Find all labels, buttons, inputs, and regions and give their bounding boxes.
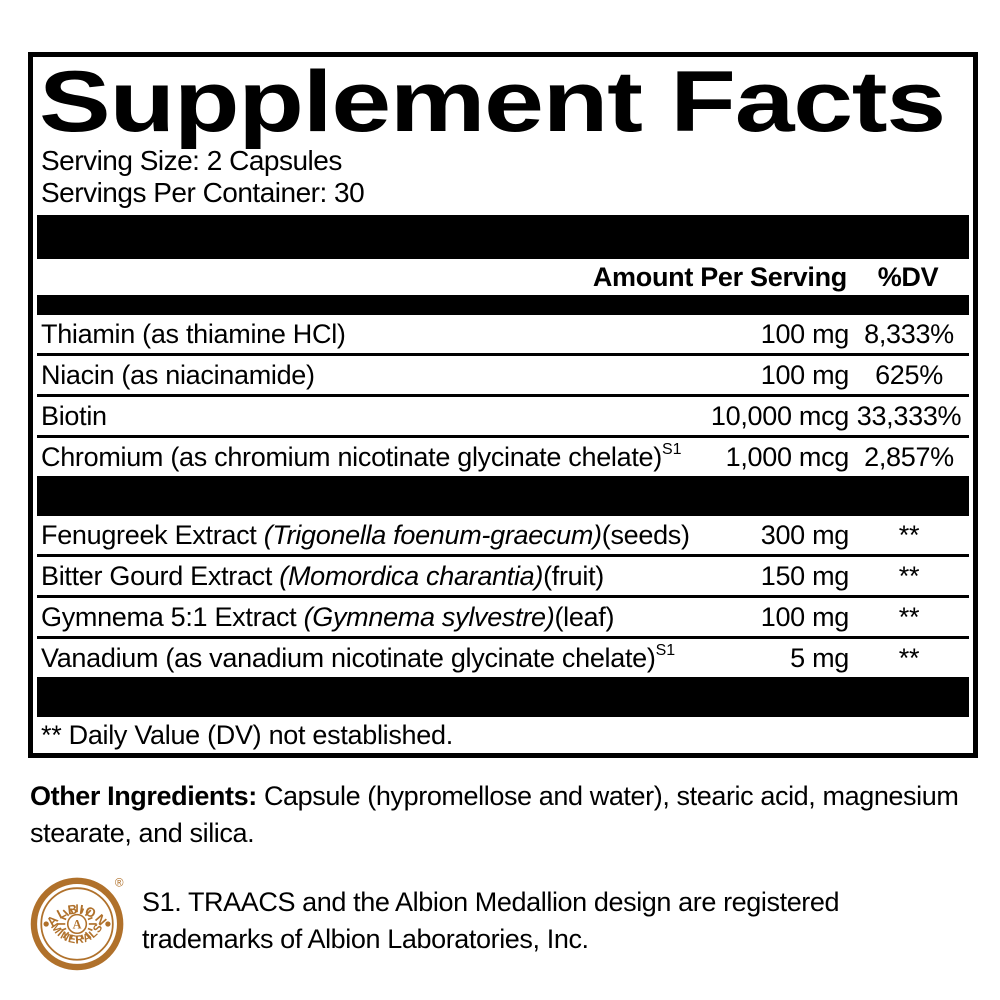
divider-bar-bottom <box>37 677 969 717</box>
row-separator <box>37 636 969 639</box>
row-separator <box>37 435 969 438</box>
albion-minerals-logo: ALBION MINERALS A ® <box>30 877 124 971</box>
panel-title: Supplement Facts <box>39 54 946 150</box>
nutrient-dv: ** <box>898 642 920 673</box>
plant-part: (seeds) <box>601 519 690 550</box>
registered-trademark-icon: ® <box>115 877 124 890</box>
nutrient-row-niacin: Niacin (as niacinamide) 100 mg 625% <box>33 356 973 394</box>
plant-part: (fruit) <box>543 560 604 591</box>
amount-per-serving-header: Amount Per Serving <box>592 261 847 292</box>
nutrient-amount: 1,000 mcg <box>725 441 850 472</box>
nutrient-dv: ** <box>898 519 920 550</box>
nutrient-name-text: Niacin (as niacinamide) <box>41 359 315 390</box>
nutrient-name-text: Chromium (as chromium nicotinate glycina… <box>41 441 662 472</box>
other-ingredients: Other Ingredients: Capsule (hypromellose… <box>30 778 978 852</box>
trademark-row: ALBION MINERALS A ® S1. TRAACS and the A… <box>30 872 1000 972</box>
plant-part: (leaf) <box>554 601 615 632</box>
footnote-marker-s1: S1 <box>655 641 676 659</box>
nutrient-row-gymnema: Gymnema 5:1 Extract (Gymnema sylvestre)(… <box>33 598 973 636</box>
nutrient-name: Biotin <box>41 401 711 432</box>
serving-size: Serving Size: 2 Capsules <box>41 145 342 176</box>
nutrient-row-chromium: Chromium (as chromium nicotinate glycina… <box>33 438 973 476</box>
botanical-name: (Trigonella foenum-graecum) <box>263 519 602 550</box>
logo-inner-ring <box>40 887 114 961</box>
nutrient-dv: 625% <box>875 359 943 390</box>
nutrient-name: Vanadium (as vanadium nicotinate glycina… <box>41 641 790 674</box>
nutrient-amount: 5 mg <box>790 642 849 673</box>
nutrient-row-bitter-gourd: Bitter Gourd Extract (Momordica charanti… <box>33 557 973 595</box>
nutrient-amount: 100 mg <box>760 359 850 390</box>
nutrient-dv: ** <box>898 560 920 591</box>
logo-monogram: A <box>73 917 82 931</box>
trademark-line-1: S1. TRAACS and the Albion Medallion desi… <box>142 887 840 917</box>
botanical-name: (Gymnema sylvestre) <box>303 601 555 632</box>
supplement-facts-panel: Supplement Facts Serving Size: 2 Capsule… <box>28 52 978 758</box>
nutrient-amount: 100 mg <box>760 318 850 349</box>
nutrient-name-text: Gymnema 5:1 Extract <box>41 601 304 632</box>
nutrient-name: Fenugreek Extract (Trigonella foenum-gra… <box>41 520 761 551</box>
nutrient-row-thiamin: Thiamin (as thiamine HCl) 100 mg 8,333% <box>33 315 973 353</box>
nutrient-name-text: Thiamin (as thiamine HCl) <box>41 318 346 349</box>
nutrient-row-fenugreek: Fenugreek Extract (Trigonella foenum-gra… <box>33 516 973 554</box>
row-separator <box>37 595 969 598</box>
nutrient-name: Gymnema 5:1 Extract (Gymnema sylvestre)(… <box>41 602 761 633</box>
divider-bar-header <box>37 295 969 315</box>
trademark-line-2: trademarks of Albion Laboratories, Inc. <box>142 924 589 954</box>
nutrient-dv: 2,857% <box>864 441 954 472</box>
logo-monogram-ring <box>66 913 88 935</box>
other-ingredients-label: Other Ingredients: <box>30 781 257 811</box>
row-separator <box>37 353 969 356</box>
nutrient-amount: 150 mg <box>760 560 850 591</box>
dv-footnote: ** Daily Value (DV) not established. <box>41 719 453 750</box>
servings-per-container: Servings Per Container: 30 <box>41 177 365 208</box>
nutrient-name: Chromium (as chromium nicotinate glycina… <box>41 440 726 473</box>
divider-bar-top <box>37 215 969 259</box>
column-header-row: Amount Per Serving %DV <box>33 259 973 295</box>
nutrient-name-text: Fenugreek Extract <box>41 519 264 550</box>
logo-outer-ring <box>30 877 124 971</box>
nutrient-row-biotin: Biotin 10,000 mcg 33,333% <box>33 397 973 435</box>
row-separator <box>37 554 969 557</box>
botanical-name: (Momordica charantia) <box>279 560 544 591</box>
nutrient-name: Bitter Gourd Extract (Momordica charanti… <box>41 561 761 592</box>
nutrient-dv: ** <box>898 601 920 632</box>
nutrient-dv: 33,333% <box>856 400 962 431</box>
logo-right-dot <box>105 921 111 927</box>
nutrient-row-vanadium: Vanadium (as vanadium nicotinate glycina… <box>33 639 973 677</box>
nutrient-amount: 10,000 mcg <box>710 400 849 431</box>
nutrient-name: Thiamin (as thiamine HCl) <box>41 319 761 350</box>
footnote-marker-s1: S1 <box>661 440 682 458</box>
nutrient-dv: 8,333% <box>864 318 954 349</box>
below-panel-area: Other Ingredients: Capsule (hypromellose… <box>0 768 1000 972</box>
trademark-notice: S1. TRAACS and the Albion Medallion desi… <box>142 884 840 972</box>
row-separator <box>37 394 969 397</box>
nutrient-name-text: Biotin <box>41 400 107 431</box>
logo-left-dot <box>43 921 49 927</box>
nutrient-amount: 100 mg <box>760 601 850 632</box>
divider-bar-middle <box>37 476 969 516</box>
nutrient-name: Niacin (as niacinamide) <box>41 360 761 391</box>
nutrient-amount: 300 mg <box>760 519 850 550</box>
other-ingredients-text: Capsule (hypromellose and water), steari… <box>30 781 959 848</box>
percent-dv-header: %DV <box>877 261 939 292</box>
nutrient-name-text: Vanadium (as vanadium nicotinate glycina… <box>41 642 656 673</box>
nutrient-name-text: Bitter Gourd Extract <box>41 560 280 591</box>
logo-sunburst <box>57 904 97 944</box>
